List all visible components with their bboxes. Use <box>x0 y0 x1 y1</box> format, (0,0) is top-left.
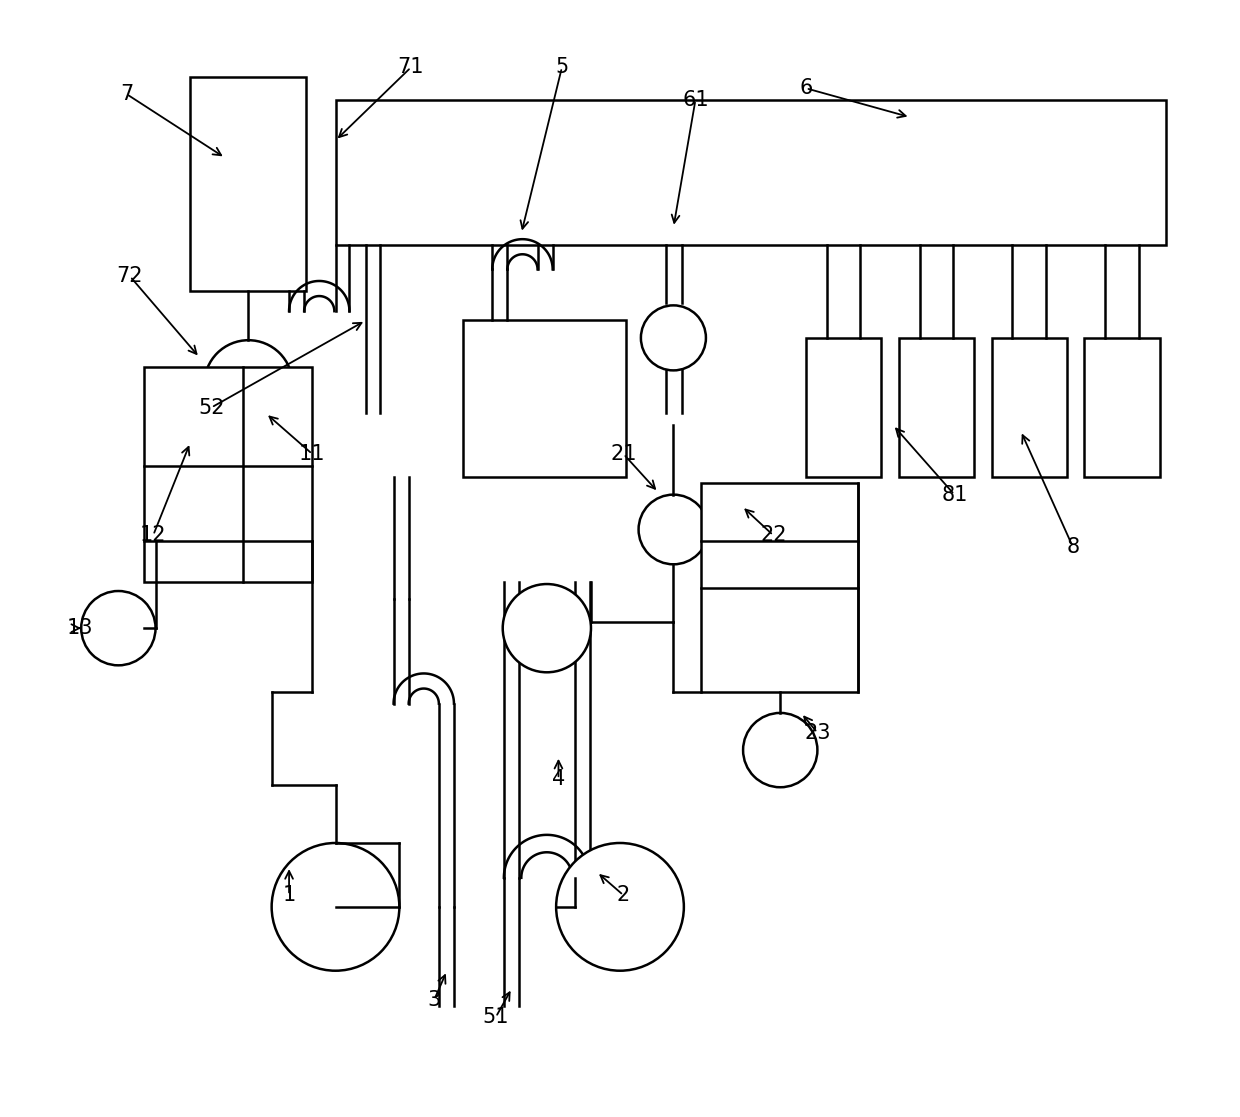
Text: 72: 72 <box>117 266 144 286</box>
Text: 23: 23 <box>805 723 831 743</box>
Circle shape <box>639 495 708 564</box>
Bar <box>1085 337 1159 477</box>
Bar <box>464 321 626 477</box>
Bar <box>191 77 306 292</box>
Text: 12: 12 <box>140 525 166 545</box>
Circle shape <box>556 843 684 971</box>
Text: 21: 21 <box>610 443 636 464</box>
Text: 3: 3 <box>428 990 441 1010</box>
Text: 71: 71 <box>398 57 424 77</box>
Circle shape <box>205 341 293 429</box>
Text: 61: 61 <box>682 89 709 109</box>
Text: 5: 5 <box>556 57 569 77</box>
Text: 8: 8 <box>1066 537 1079 557</box>
Text: 1: 1 <box>283 886 295 905</box>
Text: 13: 13 <box>67 618 93 638</box>
Bar <box>899 337 975 477</box>
Text: 2: 2 <box>616 886 630 905</box>
Bar <box>806 337 882 477</box>
Text: 11: 11 <box>299 443 326 464</box>
Circle shape <box>641 305 706 371</box>
Text: 6: 6 <box>799 78 812 98</box>
Bar <box>702 483 858 693</box>
Bar <box>144 366 312 582</box>
Text: 7: 7 <box>120 84 133 104</box>
Text: 22: 22 <box>760 525 786 545</box>
Circle shape <box>743 713 817 787</box>
Text: 4: 4 <box>552 770 565 789</box>
Text: 81: 81 <box>941 485 967 505</box>
Circle shape <box>272 843 399 971</box>
Text: 51: 51 <box>482 1008 508 1028</box>
Bar <box>992 337 1068 477</box>
Circle shape <box>81 591 155 666</box>
Circle shape <box>502 584 591 672</box>
Bar <box>336 99 1166 245</box>
Text: 52: 52 <box>198 398 224 418</box>
